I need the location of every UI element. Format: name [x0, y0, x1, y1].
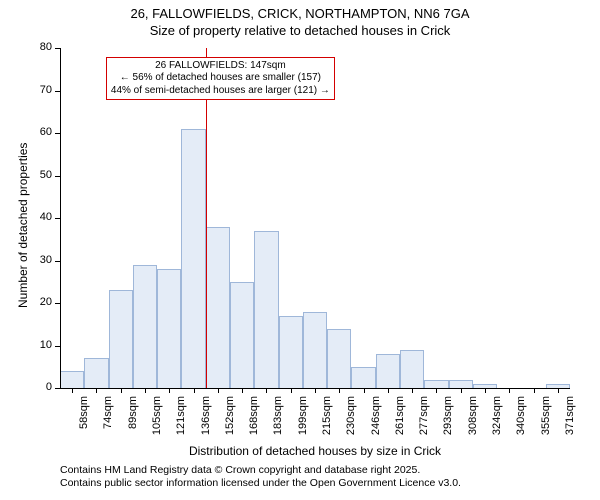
y-tick	[55, 303, 60, 304]
y-tick	[55, 388, 60, 389]
y-tick-label: 60	[28, 126, 52, 138]
x-tick	[72, 388, 73, 393]
x-tick-label: 246sqm	[370, 396, 382, 446]
x-tick-label: 371sqm	[564, 396, 576, 446]
annotation-line: 26 FALLOWFIELDS: 147sqm	[111, 60, 330, 73]
footer-line-2: Contains public sector information licen…	[60, 477, 461, 490]
x-tick	[121, 388, 122, 393]
x-tick-label: 340sqm	[515, 396, 527, 446]
histogram-bar	[351, 367, 375, 388]
x-tick-label: 121sqm	[175, 396, 187, 446]
y-axis-label: Number of detached properties	[16, 143, 30, 308]
histogram-bar	[424, 380, 448, 389]
x-tick	[388, 388, 389, 393]
histogram-bar	[84, 358, 108, 388]
histogram-bar	[60, 371, 84, 388]
x-tick-label: 277sqm	[418, 396, 430, 446]
y-axis-line	[60, 48, 61, 388]
histogram-bar	[400, 350, 424, 388]
y-tick-label: 80	[28, 41, 52, 53]
y-tick-label: 20	[28, 296, 52, 308]
x-tick	[558, 388, 559, 393]
plot-area: 0102030405060708058sqm74sqm89sqm105sqm12…	[60, 48, 570, 388]
x-tick	[145, 388, 146, 393]
y-tick-label: 30	[28, 254, 52, 266]
chart-container: 26, FALLOWFIELDS, CRICK, NORTHAMPTON, NN…	[0, 0, 600, 500]
histogram-bar	[327, 329, 351, 389]
x-tick	[436, 388, 437, 393]
x-tick-label: 261sqm	[394, 396, 406, 446]
x-tick-label: 199sqm	[297, 396, 309, 446]
y-tick	[55, 346, 60, 347]
histogram-bar	[376, 354, 400, 388]
title-line-2: Size of property relative to detached ho…	[0, 23, 600, 40]
x-tick	[291, 388, 292, 393]
y-tick	[55, 176, 60, 177]
x-tick-label: 58sqm	[78, 396, 90, 446]
x-tick	[534, 388, 535, 393]
x-tick	[509, 388, 510, 393]
y-tick	[55, 261, 60, 262]
x-tick	[218, 388, 219, 393]
x-tick-label: 152sqm	[224, 396, 236, 446]
x-tick-label: 355sqm	[540, 396, 552, 446]
x-tick-label: 293sqm	[442, 396, 454, 446]
x-tick	[364, 388, 365, 393]
x-tick	[315, 388, 316, 393]
x-tick	[461, 388, 462, 393]
histogram-bar	[230, 282, 254, 388]
x-tick-label: 136sqm	[200, 396, 212, 446]
x-tick	[242, 388, 243, 393]
x-tick	[412, 388, 413, 393]
x-tick	[96, 388, 97, 393]
title-line-1: 26, FALLOWFIELDS, CRICK, NORTHAMPTON, NN…	[0, 6, 600, 23]
x-tick	[339, 388, 340, 393]
y-tick	[55, 133, 60, 134]
x-tick	[169, 388, 170, 393]
y-tick	[55, 48, 60, 49]
histogram-bar	[133, 265, 157, 388]
histogram-bar	[303, 312, 327, 389]
x-tick-label: 183sqm	[272, 396, 284, 446]
histogram-bar	[449, 380, 473, 389]
x-tick	[194, 388, 195, 393]
histogram-bar	[206, 227, 230, 389]
histogram-bar	[157, 269, 181, 388]
footer-attribution: Contains HM Land Registry data © Crown c…	[60, 464, 461, 490]
annotation-line: ← 56% of detached houses are smaller (15…	[111, 72, 330, 85]
y-tick	[55, 218, 60, 219]
histogram-bar	[181, 129, 205, 388]
y-tick	[55, 91, 60, 92]
y-tick-label: 10	[28, 339, 52, 351]
x-tick-label: 74sqm	[102, 396, 114, 446]
y-tick-label: 50	[28, 169, 52, 181]
histogram-bar	[109, 290, 133, 388]
x-tick-label: 168sqm	[248, 396, 260, 446]
x-tick-label: 105sqm	[151, 396, 163, 446]
x-tick	[266, 388, 267, 393]
y-tick-label: 70	[28, 84, 52, 96]
annotation-box: 26 FALLOWFIELDS: 147sqm← 56% of detached…	[106, 57, 335, 101]
x-tick	[485, 388, 486, 393]
x-tick-label: 215sqm	[321, 396, 333, 446]
histogram-bar	[254, 231, 278, 388]
y-tick-label: 40	[28, 211, 52, 223]
annotation-line: 44% of semi-detached houses are larger (…	[111, 85, 330, 98]
footer-line-1: Contains HM Land Registry data © Crown c…	[60, 464, 461, 477]
x-axis-label: Distribution of detached houses by size …	[60, 444, 570, 458]
y-tick-label: 0	[28, 381, 52, 393]
x-tick-label: 89sqm	[127, 396, 139, 446]
x-tick-label: 324sqm	[491, 396, 503, 446]
x-tick-label: 308sqm	[467, 396, 479, 446]
title-block: 26, FALLOWFIELDS, CRICK, NORTHAMPTON, NN…	[0, 0, 600, 40]
x-tick-label: 230sqm	[345, 396, 357, 446]
histogram-bar	[279, 316, 303, 388]
